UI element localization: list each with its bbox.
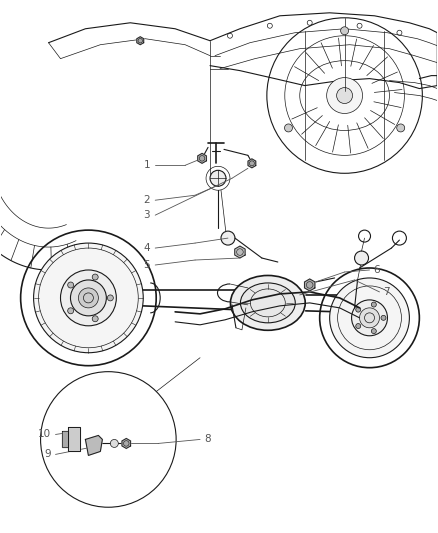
Polygon shape [137, 37, 144, 45]
Circle shape [355, 251, 368, 265]
Circle shape [107, 295, 113, 301]
Circle shape [360, 308, 379, 328]
Text: 7: 7 [384, 287, 390, 297]
Polygon shape [63, 432, 68, 447]
Circle shape [92, 274, 98, 280]
Circle shape [371, 329, 376, 334]
Text: 1: 1 [144, 160, 150, 171]
Circle shape [68, 282, 74, 288]
Polygon shape [304, 279, 315, 291]
Polygon shape [198, 154, 206, 163]
Circle shape [210, 171, 226, 186]
Circle shape [34, 243, 143, 353]
Text: 9: 9 [44, 449, 50, 459]
Text: 5: 5 [144, 260, 150, 270]
Polygon shape [122, 439, 131, 448]
Circle shape [397, 124, 405, 132]
Text: 4: 4 [144, 243, 150, 253]
Circle shape [68, 308, 74, 314]
Circle shape [381, 316, 386, 320]
Circle shape [371, 302, 376, 307]
Polygon shape [68, 427, 81, 451]
Text: 2: 2 [144, 195, 150, 205]
Ellipse shape [240, 283, 295, 323]
Circle shape [341, 27, 349, 35]
Circle shape [337, 87, 353, 103]
Circle shape [330, 278, 410, 358]
Text: 6: 6 [374, 265, 380, 275]
Circle shape [78, 288, 99, 308]
Circle shape [356, 324, 361, 328]
Polygon shape [85, 435, 102, 455]
Circle shape [285, 124, 293, 132]
Circle shape [71, 432, 78, 439]
Polygon shape [235, 246, 245, 258]
Circle shape [71, 280, 106, 316]
Text: 3: 3 [144, 210, 150, 220]
Text: 8: 8 [204, 434, 211, 445]
Text: 10: 10 [37, 430, 50, 440]
Circle shape [71, 440, 78, 447]
Ellipse shape [230, 276, 305, 330]
Circle shape [60, 270, 117, 326]
Circle shape [92, 316, 98, 322]
Circle shape [352, 300, 388, 336]
Circle shape [327, 78, 363, 114]
Circle shape [110, 439, 118, 447]
Circle shape [356, 307, 361, 312]
Polygon shape [248, 159, 256, 168]
Circle shape [221, 231, 235, 245]
